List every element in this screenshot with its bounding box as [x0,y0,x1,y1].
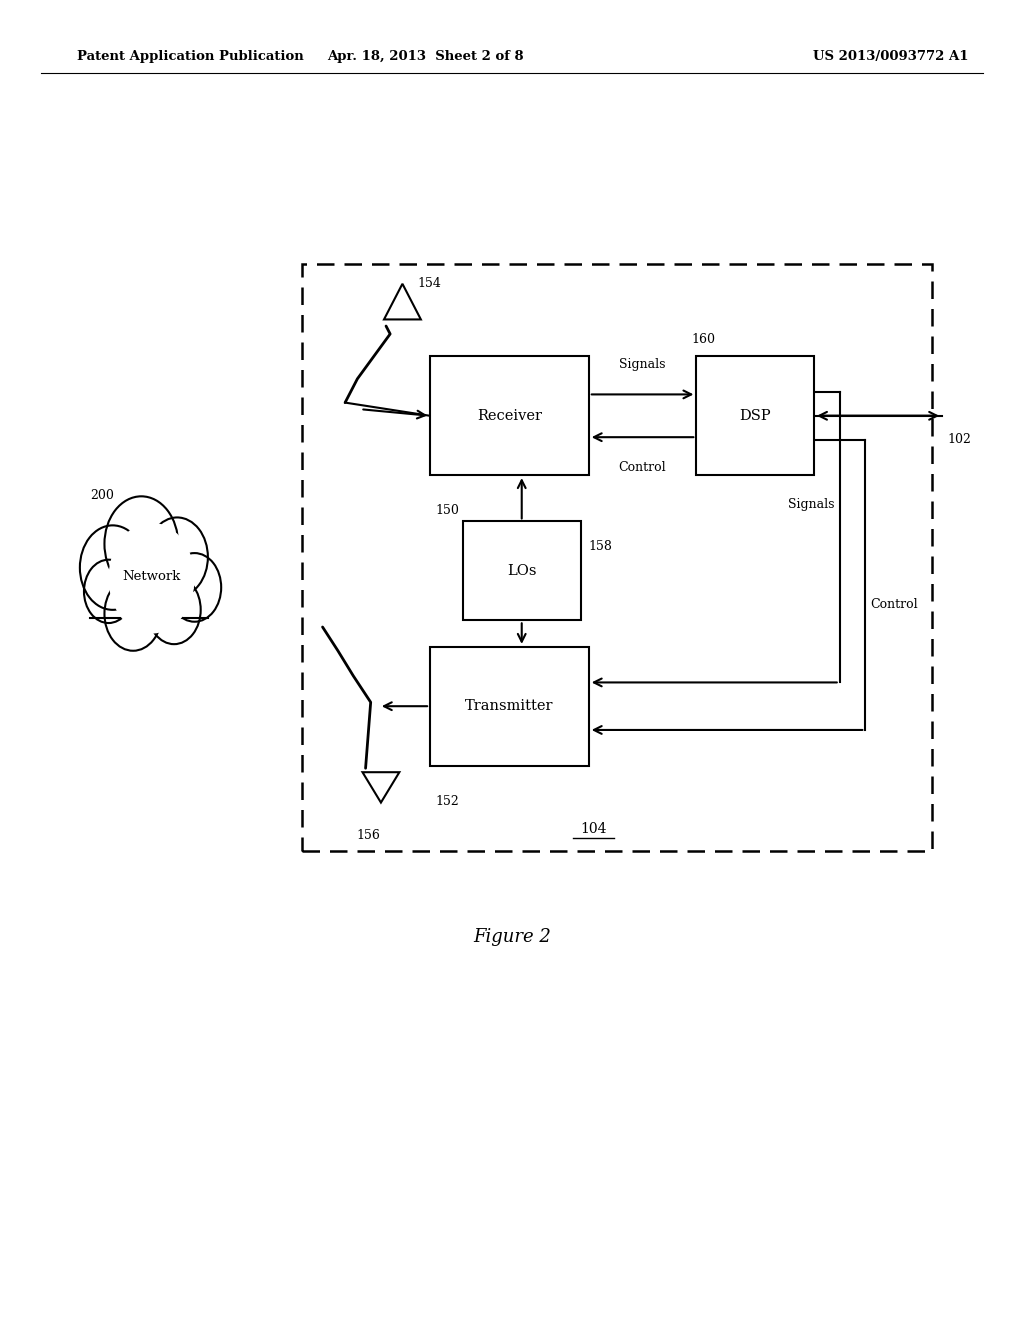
Text: 152: 152 [435,795,459,808]
Bar [463,521,581,620]
Text: 156: 156 [356,829,381,842]
Circle shape [104,496,178,591]
Circle shape [146,517,208,597]
Circle shape [109,523,195,634]
Circle shape [168,553,221,622]
Text: 160: 160 [691,333,715,346]
Polygon shape [75,521,228,631]
Text: 200: 200 [90,488,114,502]
Text: Receiver: Receiver [477,409,542,422]
Bar [430,356,589,475]
Circle shape [104,577,162,651]
Text: 102: 102 [947,433,971,446]
Text: Control: Control [618,461,667,474]
Text: US 2013/0093772 A1: US 2013/0093772 A1 [813,50,969,63]
Bar [302,264,932,851]
Text: Network: Network [122,570,181,583]
Text: Apr. 18, 2013  Sheet 2 of 8: Apr. 18, 2013 Sheet 2 of 8 [327,50,523,63]
Text: 158: 158 [589,540,612,553]
Text: Transmitter: Transmitter [465,700,554,713]
Text: LOs: LOs [507,564,537,578]
Circle shape [147,576,201,644]
Circle shape [84,560,133,623]
Text: Figure 2: Figure 2 [473,928,551,946]
Text: 150: 150 [435,504,459,517]
Circle shape [80,525,145,610]
Text: Control: Control [870,598,919,611]
Text: DSP: DSP [739,409,771,422]
Text: Patent Application Publication: Patent Application Publication [77,50,303,63]
Bar [430,647,589,766]
Text: Signals: Signals [788,498,835,511]
Text: Signals: Signals [620,358,666,371]
Text: 104: 104 [581,822,607,836]
Bar [696,356,814,475]
Text: 154: 154 [418,277,441,290]
